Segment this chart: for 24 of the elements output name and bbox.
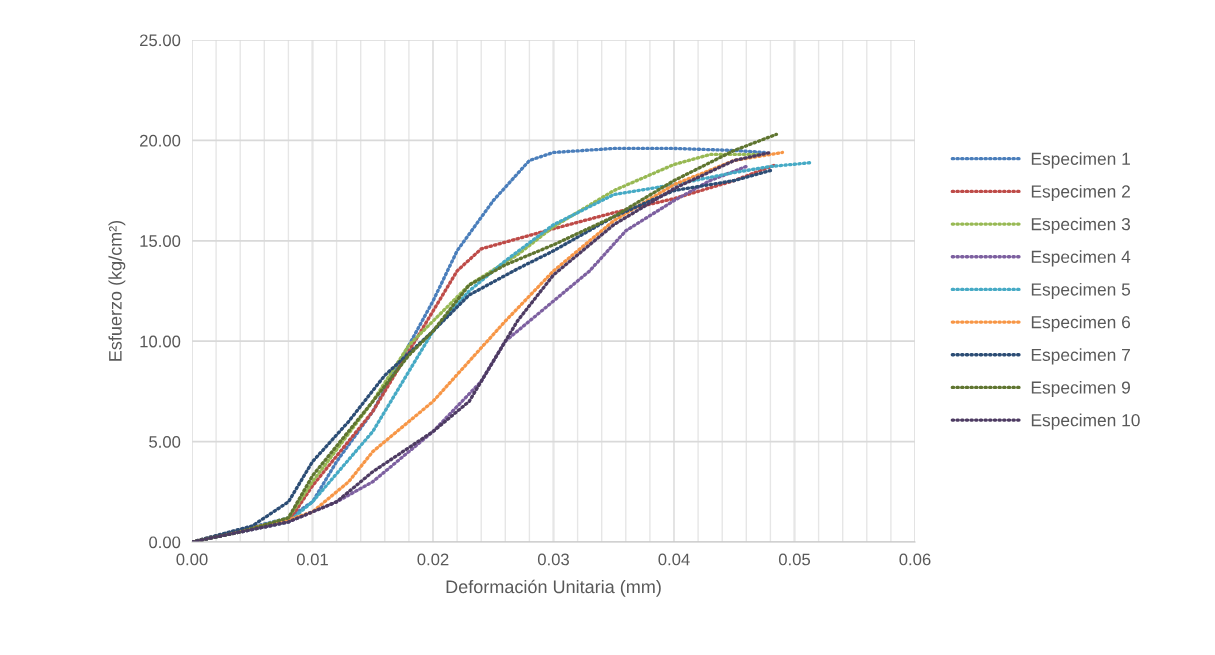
x-tick-label: 0.06 [899, 553, 931, 566]
y-tick-label: 15.00 [140, 235, 181, 247]
x-tick-label: 0.02 [417, 553, 449, 566]
y-axis-title: Esfuerzo (kg/cm²) [108, 220, 126, 361]
x-tick-label: 0.01 [296, 553, 328, 566]
x-axis-title: Deformación Unitaria (mm) [446, 579, 661, 597]
legend-label: Especimen 9 [1031, 380, 1130, 398]
x-tick-label: 0.05 [778, 553, 811, 566]
y-tick-label: 0.00 [149, 536, 181, 549]
legend-label: Especimen 10 [1031, 413, 1140, 430]
x-tick-label: 0.00 [176, 553, 208, 566]
legend-label: Especimen 6 [1031, 315, 1131, 332]
y-tick-label: 25.00 [140, 34, 181, 47]
x-tick-label: 0.04 [658, 553, 690, 566]
y-tick-label: 5.00 [149, 436, 181, 448]
legend-label: Especimen 4 [1031, 250, 1131, 267]
legend-label: Especimen 5 [1031, 282, 1131, 300]
legend-label: Especimen 1 [1031, 152, 1130, 169]
legend-label: Especimen 3 [1031, 217, 1131, 234]
x-tick-label: 0.03 [537, 553, 569, 566]
legend-label: Especimen 2 [1031, 184, 1130, 202]
y-tick-label: 10.00 [140, 335, 181, 348]
legend-label: Especimen 7 [1031, 348, 1130, 365]
y-tick-label: 20.00 [140, 134, 181, 147]
